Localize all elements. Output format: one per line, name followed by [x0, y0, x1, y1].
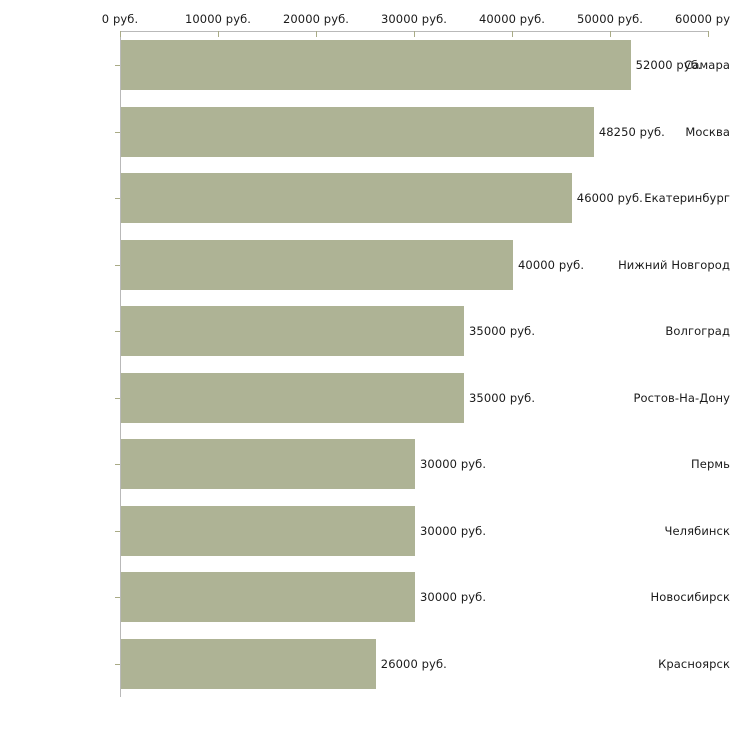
bar[interactable]: [121, 505, 415, 556]
y-axis-line: [120, 31, 121, 697]
bar-value-label: 30000 руб.: [420, 590, 487, 605]
bar[interactable]: [121, 40, 631, 91]
bar-value-label: 40000 руб.: [518, 257, 585, 272]
category-label: Новосибирск: [650, 590, 730, 605]
bar[interactable]: [121, 173, 572, 224]
y-axis-tick: [115, 464, 120, 466]
x-axis-tick-label: 40000 руб.: [478, 12, 546, 26]
bar-value-label: 26000 руб.: [380, 656, 447, 671]
y-axis-tick: [115, 131, 120, 133]
bar[interactable]: [121, 106, 594, 157]
y-axis-tick: [115, 264, 120, 266]
x-axis-tick: [316, 31, 317, 37]
x-axis-tick: [218, 31, 219, 37]
category-label: Красноярск: [658, 656, 730, 671]
category-label: Екатеринбург: [644, 191, 730, 206]
x-axis-tick-label: 30000 руб.: [380, 12, 448, 26]
x-axis-tick: [414, 31, 415, 37]
bar-value-label: 35000 руб.: [469, 324, 536, 339]
x-axis-tick-label: 60000 руб.: [674, 12, 730, 26]
x-axis-tick: [120, 31, 121, 37]
category-label: Волгоград: [665, 324, 730, 339]
bar[interactable]: [121, 439, 415, 490]
bar[interactable]: [121, 372, 464, 423]
category-label: Москва: [685, 124, 730, 139]
y-axis-tick: [115, 65, 120, 67]
bar[interactable]: [121, 572, 415, 623]
bar-value-label: 30000 руб.: [420, 523, 487, 538]
bar-value-label: 30000 руб.: [420, 457, 487, 472]
x-axis-tick-label: 50000 руб.: [576, 12, 644, 26]
x-axis-tick-label: 10000 руб.: [184, 12, 252, 26]
y-axis-tick: [115, 663, 120, 665]
category-label: Ростов-На-Дону: [633, 390, 730, 405]
bar-value-label: 46000 руб.: [576, 191, 643, 206]
x-axis-tick: [512, 31, 513, 37]
bar[interactable]: [121, 239, 513, 290]
bar-value-label: 52000 руб.: [635, 58, 702, 73]
y-axis-tick: [115, 331, 120, 333]
category-label: Нижний Новгород: [618, 257, 730, 272]
x-axis-tick-label: 20000 руб.: [282, 12, 350, 26]
y-axis-tick: [115, 597, 120, 599]
y-axis-tick: [115, 530, 120, 532]
x-axis-tick: [708, 31, 709, 37]
x-axis-tick: [610, 31, 611, 37]
category-label: Челябинск: [664, 523, 730, 538]
bar-value-label: 35000 руб.: [469, 390, 536, 405]
bar[interactable]: [121, 306, 464, 357]
bar[interactable]: [121, 638, 376, 689]
y-axis-tick: [115, 198, 120, 200]
category-label: Самара: [684, 58, 730, 73]
bar-value-label: 48250 руб.: [598, 124, 665, 139]
y-axis-tick: [115, 397, 120, 399]
x-axis-tick-label: 0 руб.: [101, 12, 139, 26]
category-label: Пермь: [691, 457, 730, 472]
